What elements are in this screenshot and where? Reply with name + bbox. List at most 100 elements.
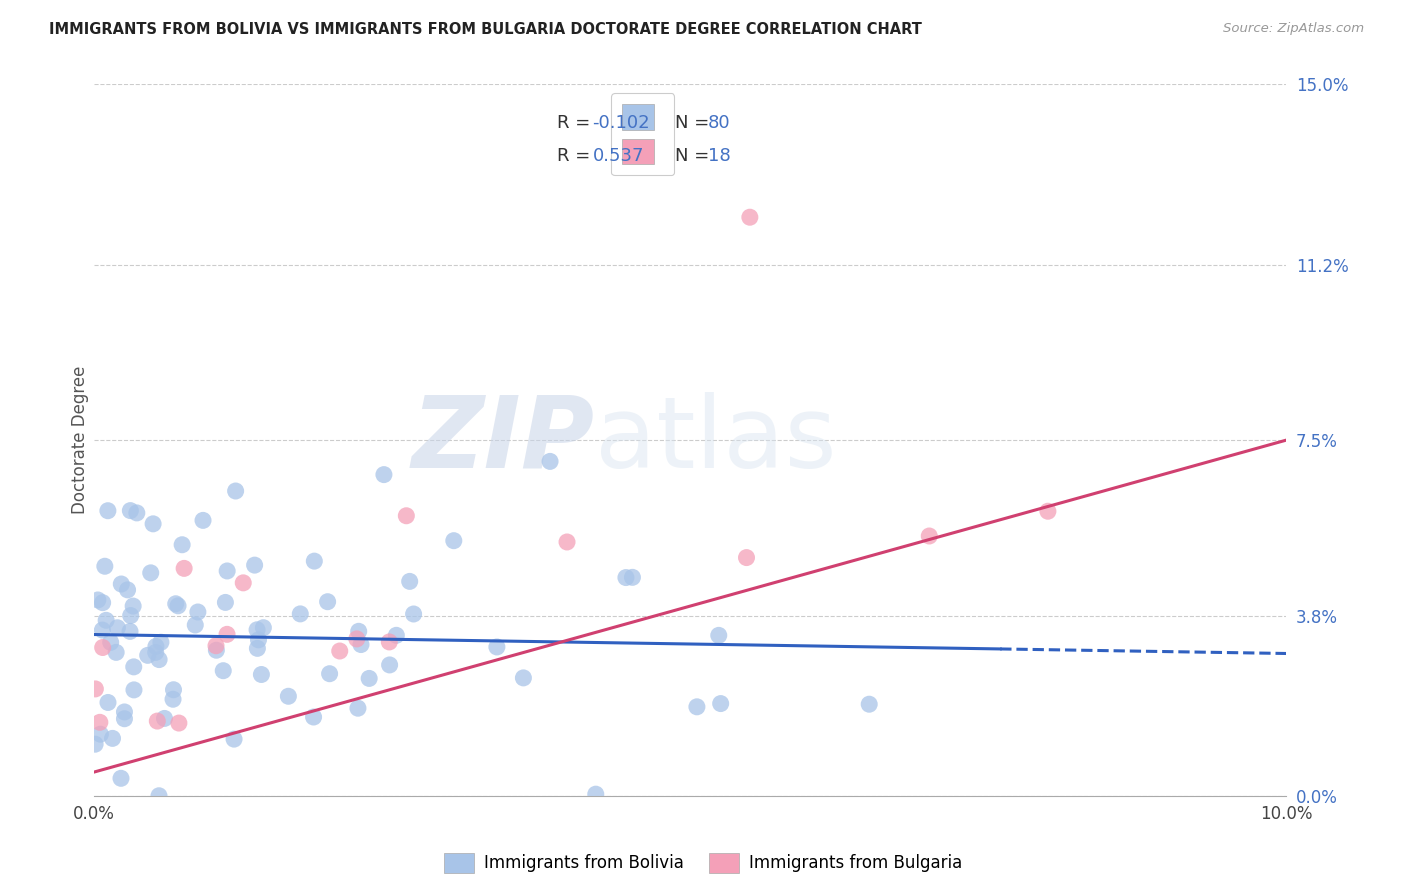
Point [87,593,110,607]
Point [125,506,148,520]
Point [145,645,167,659]
Point [136,648,159,663]
Point [614,570,637,584]
Point [247,632,270,647]
Point [686,699,709,714]
Point [246,641,269,656]
Point [329,644,352,658]
Point [145,640,167,654]
Point [120,503,142,517]
Point [232,575,254,590]
Text: ZIP: ZIP [412,392,595,489]
Point [148,652,170,666]
Text: N =: N = [675,147,714,165]
Point [139,566,162,580]
Point [122,682,145,697]
Point [110,772,132,786]
Point [243,558,266,573]
Point [212,664,235,678]
Point [205,639,228,653]
Point [205,643,228,657]
Point [146,714,169,728]
Point [385,628,408,642]
Point [105,645,128,659]
Text: 0.537: 0.537 [592,147,644,165]
Point [107,621,129,635]
Point [153,711,176,725]
Point [118,624,141,639]
Point [347,624,370,639]
Point [173,561,195,575]
Point [214,595,236,609]
Point [246,623,269,637]
Text: -0.102: -0.102 [592,114,650,132]
Point [735,550,758,565]
Point [142,516,165,531]
Point [122,660,145,674]
Point [585,787,607,801]
Y-axis label: Doctorate Degree: Doctorate Degree [72,366,89,515]
Point [114,712,136,726]
Point [402,607,425,621]
Point [398,574,420,589]
Point [347,701,370,715]
Point [89,715,111,730]
Point [110,577,132,591]
Text: 80: 80 [709,114,731,132]
Point [191,513,214,527]
Point [91,596,114,610]
Point [304,554,326,568]
Point [738,211,761,225]
Point [217,564,239,578]
Point [621,570,644,584]
Point [97,696,120,710]
Point [167,599,190,613]
Point [395,508,418,523]
Point [290,607,312,621]
Point [252,621,274,635]
Point [318,666,340,681]
Text: atlas: atlas [595,392,837,489]
Point [350,638,373,652]
Point [100,635,122,649]
Point [443,533,465,548]
Point [187,605,209,619]
Point [172,538,194,552]
Legend: Immigrants from Bolivia, Immigrants from Bulgaria: Immigrants from Bolivia, Immigrants from… [437,847,969,880]
Point [512,671,534,685]
Point [149,635,172,649]
Point [184,618,207,632]
Point [1036,504,1059,518]
Point [485,640,508,654]
Point [378,635,401,649]
Point [277,690,299,704]
Point [114,705,136,719]
Legend: , : , [612,94,673,175]
Point [346,632,368,646]
Text: Source: ZipAtlas.com: Source: ZipAtlas.com [1223,22,1364,36]
Point [91,623,114,637]
Point [378,657,401,672]
Point [918,529,941,543]
Point [858,697,880,711]
Point [84,681,107,696]
Point [96,613,118,627]
Point [359,672,381,686]
Point [89,727,111,741]
Point [225,483,247,498]
Point [710,697,733,711]
Point [302,710,325,724]
Point [120,608,142,623]
Point [250,667,273,681]
Point [84,737,107,751]
Text: 18: 18 [709,147,731,165]
Text: R =: R = [557,114,596,132]
Point [555,535,578,549]
Point [165,597,187,611]
Point [707,628,730,642]
Text: N =: N = [675,114,714,132]
Point [373,467,395,482]
Point [316,595,339,609]
Text: IMMIGRANTS FROM BOLIVIA VS IMMIGRANTS FROM BULGARIA DOCTORATE DEGREE CORRELATION: IMMIGRANTS FROM BOLIVIA VS IMMIGRANTS FR… [49,22,922,37]
Point [162,692,184,706]
